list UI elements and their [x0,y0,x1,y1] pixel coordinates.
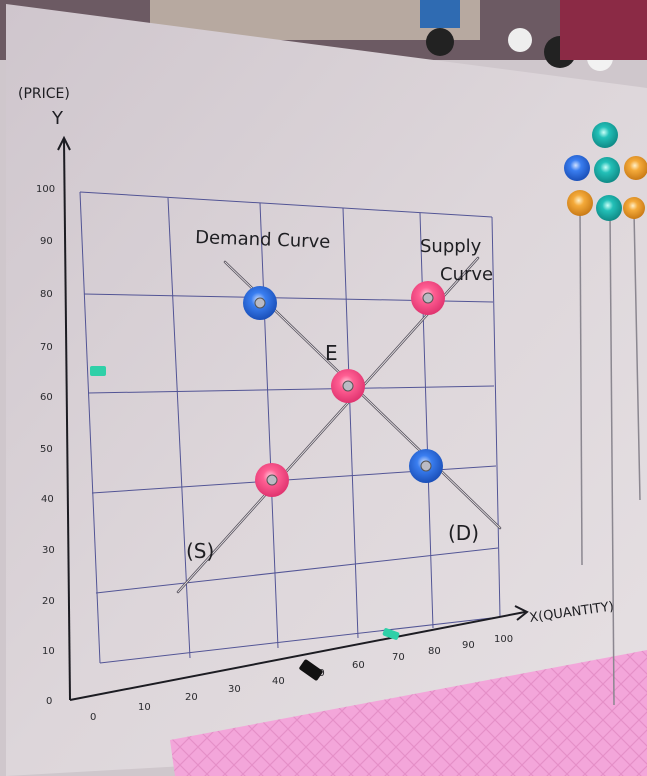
magnet-demand-lower [409,449,443,483]
axes [57,135,529,701]
demand-curve-label: Demand Curve [195,227,331,253]
x-tick-label: 60 [352,660,365,671]
y-ticks: 100 90 80 70 60 50 40 30 20 10 0 [36,184,55,707]
x-tick-label: 30 [228,684,241,695]
background-top [0,0,647,71]
y-tick-label: 60 [40,392,53,403]
supply-short-label: (S) [186,539,214,563]
y-axis-title: (PRICE) [18,86,70,102]
y-axis-line [63,139,71,701]
x-tick-label: 0 [90,712,96,723]
supply-label-line2: Curve [440,264,493,285]
y-tick-label: 100 [36,184,55,195]
magnet-supply-lower [255,463,289,497]
y-tick-label: 40 [41,494,54,505]
magnet-equilibrium [331,369,365,403]
magnet-supply-upper [411,281,445,315]
x-tick-label: 70 [392,652,405,663]
supply-label-line1: Supply [420,236,482,257]
spare-magnets [564,122,647,221]
y-tick-label: 70 [40,342,53,353]
floor-mat [170,650,647,776]
y-tick-label: 50 [40,444,53,455]
price-marker-clip [90,366,106,376]
y-tick-label: 20 [42,596,55,607]
x-tick-label: 100 [494,634,513,645]
y-tick-label: 80 [40,289,53,300]
quantity-marker-clip [382,628,400,640]
magnet-demand-upper [243,286,277,320]
x-tick-label: 80 [428,646,441,657]
x-tick-label: 20 [185,692,198,703]
x-ticks: 0 10 20 30 40 50 60 70 80 90 100 [90,634,513,723]
demand-short-label: (D) [448,521,479,545]
spare-strings [579,207,641,706]
x-tick-label: 40 [272,676,285,687]
x-axis-line [69,611,526,701]
x-tick-label: 10 [138,702,151,713]
y-tick-label: 0 [46,696,52,707]
equilibrium-label: E [325,341,338,365]
y-tick-label: 90 [40,236,53,247]
y-tick-label: 30 [42,545,55,556]
whiteboard [6,4,647,776]
x-tick-label: 90 [462,640,475,651]
y-axis-letter: Y [51,108,64,129]
y-tick-label: 10 [42,646,55,657]
black-clip [299,659,323,681]
